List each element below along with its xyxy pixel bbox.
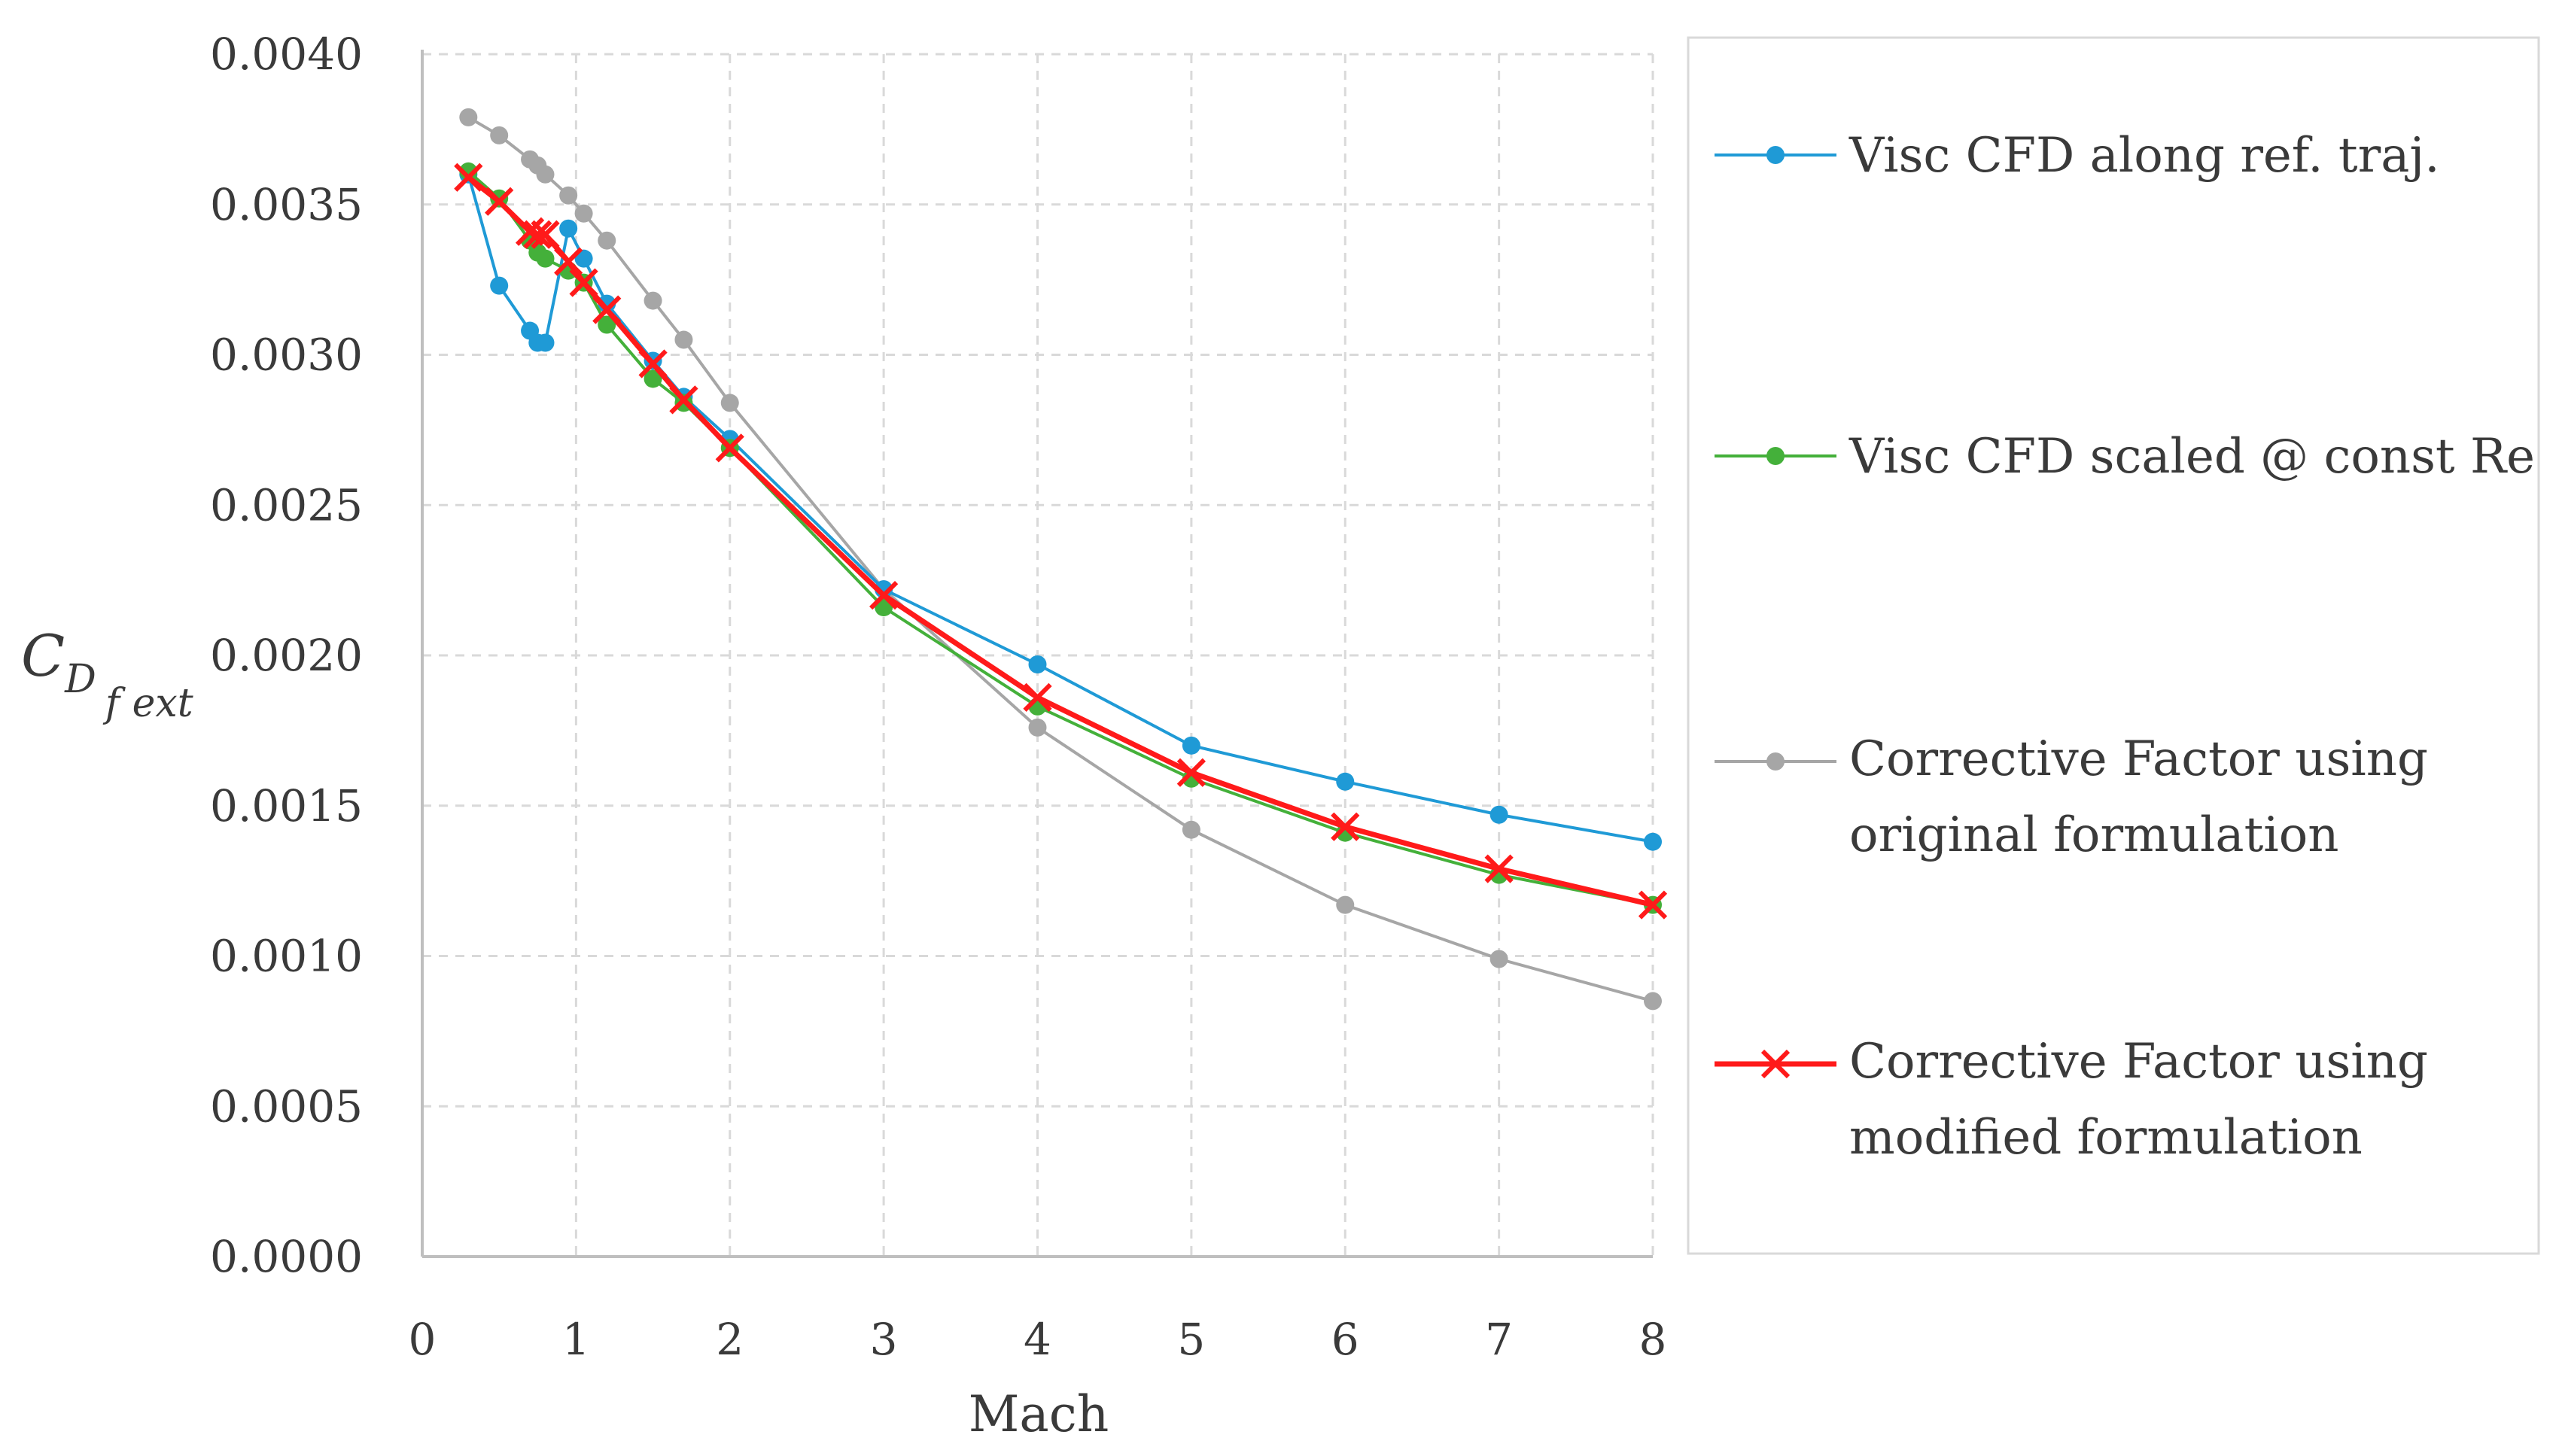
data-point xyxy=(1176,758,1206,787)
x-tick-label: 0 xyxy=(409,1314,437,1365)
legend-swatch-marker xyxy=(1760,1049,1791,1079)
data-point xyxy=(536,249,555,268)
data-point xyxy=(1023,682,1052,713)
x-tick-label: 5 xyxy=(1177,1314,1205,1365)
data-point xyxy=(592,295,622,324)
x-axis-title: Mach xyxy=(969,1385,1109,1443)
y-tick-label: 0.0030 xyxy=(210,330,363,381)
data-point xyxy=(715,433,744,463)
y-axis-title-sub-fext: f ext xyxy=(102,681,193,726)
legend-label-visc-cfd-scaled: Visc CFD scaled @ const Re xyxy=(1849,429,2535,485)
data-point xyxy=(1028,718,1047,737)
data-point xyxy=(536,165,555,184)
data-point xyxy=(669,385,698,415)
data-point xyxy=(531,220,560,249)
x-tick-label: 3 xyxy=(870,1314,898,1365)
data-point xyxy=(1182,736,1200,755)
y-tick-label: 0.0025 xyxy=(210,479,363,530)
y-tick-label: 0.0005 xyxy=(210,1081,363,1132)
data-point xyxy=(598,315,616,334)
legend-swatch-marker xyxy=(1766,447,1785,465)
series-3 xyxy=(454,163,1668,919)
data-point xyxy=(1644,992,1662,1011)
data-point xyxy=(1484,854,1514,883)
data-point xyxy=(485,187,514,216)
data-point xyxy=(1489,950,1508,968)
x-tick-label: 2 xyxy=(716,1314,744,1365)
data-point xyxy=(459,108,478,126)
data-point xyxy=(574,204,593,223)
y-tick-label: 0.0010 xyxy=(210,931,363,982)
y-tick-label: 0.0040 xyxy=(210,29,363,80)
data-point xyxy=(490,126,509,144)
legend-label-modified-line2: modified formulation xyxy=(1849,1110,2363,1166)
series-2 xyxy=(459,108,1662,1011)
x-tick-label: 8 xyxy=(1639,1314,1667,1365)
x-tick-labels: 0 1 2 3 4 5 6 7 8 xyxy=(409,1314,1667,1365)
legend-label-modified-line1: Corrective Factor using xyxy=(1849,1034,2428,1090)
legend-swatch-marker xyxy=(1766,752,1785,771)
legend-label-original-line2: original formulation xyxy=(1849,807,2339,863)
data-point xyxy=(554,247,583,276)
data-point xyxy=(1489,805,1508,824)
data-point xyxy=(638,349,668,378)
y-tick-labels: 0.0000 0.0005 0.0010 0.0015 0.0020 0.0025 0.00… xyxy=(210,29,363,1282)
y-tick-label: 0.0035 xyxy=(210,179,363,230)
data-point xyxy=(574,249,593,268)
series-layer xyxy=(454,108,1668,1011)
axes xyxy=(421,50,1653,1258)
data-point xyxy=(454,163,483,192)
y-tick-label: 0.0020 xyxy=(210,630,363,681)
x-tick-label: 7 xyxy=(1485,1314,1513,1365)
legend-box xyxy=(1687,36,2540,1255)
y-axis-title: CDf ext xyxy=(21,622,193,726)
y-axis-title-main: C xyxy=(21,622,65,689)
x-tick-label: 4 xyxy=(1024,1314,1051,1365)
x-tick-label: 1 xyxy=(562,1314,590,1365)
data-point xyxy=(1638,890,1668,919)
data-point xyxy=(523,220,552,249)
legend-label-original-line1: Corrective Factor using xyxy=(1849,731,2428,787)
data-point xyxy=(1644,832,1662,851)
data-point xyxy=(1336,895,1355,914)
legend: Visc CFD along ref. traj. Visc CFD scale… xyxy=(1687,36,2540,1255)
data-point xyxy=(644,369,662,388)
data-point xyxy=(674,330,693,349)
legend-swatches xyxy=(1715,146,1836,1079)
data-point xyxy=(869,580,899,610)
data-point xyxy=(1182,820,1200,839)
data-point xyxy=(598,231,616,250)
data-point xyxy=(644,291,662,310)
data-point xyxy=(569,268,598,297)
data-point xyxy=(1336,772,1355,791)
y-tick-label: 0.0000 xyxy=(210,1231,363,1282)
data-point xyxy=(559,186,578,205)
data-point xyxy=(1331,812,1360,841)
data-point xyxy=(536,333,555,352)
data-point xyxy=(559,219,578,238)
y-tick-label: 0.0015 xyxy=(210,780,363,831)
x-tick-label: 6 xyxy=(1331,1314,1359,1365)
legend-label-visc-cfd-ref-traj: Visc CFD along ref. traj. xyxy=(1849,128,2440,184)
data-point xyxy=(490,276,509,295)
data-point xyxy=(720,394,739,412)
data-point xyxy=(1028,655,1047,673)
y-axis-title-sub-d: D xyxy=(64,657,96,702)
legend-swatch-marker xyxy=(1766,146,1785,164)
